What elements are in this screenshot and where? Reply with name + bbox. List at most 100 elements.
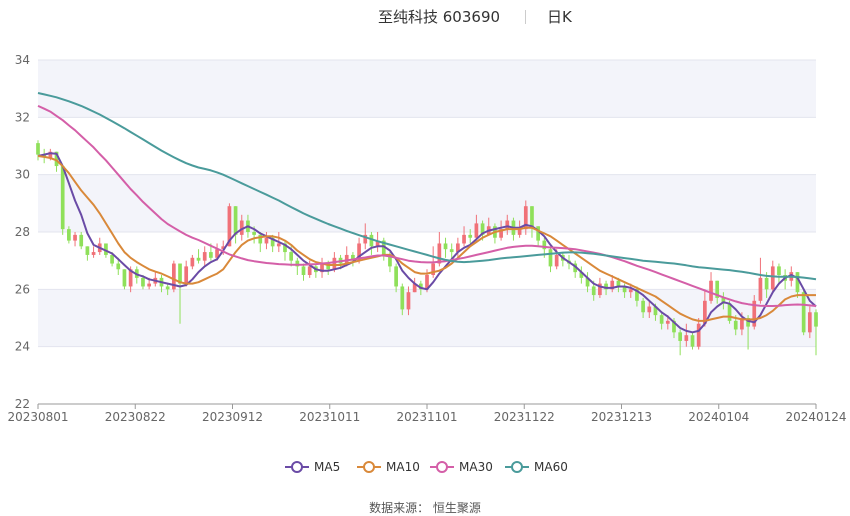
candle-down: [591, 286, 596, 296]
candle-up: [239, 220, 244, 235]
candle-up: [665, 320, 670, 324]
series-line-ma10: [37, 155, 816, 322]
candle-up: [709, 280, 713, 301]
candle-up: [628, 289, 633, 293]
candle-down: [54, 151, 59, 167]
y-tick-label: 34: [15, 53, 30, 67]
legend-label-ma5: MA5: [314, 460, 340, 474]
candle-up: [171, 263, 176, 290]
x-tick-label: 20231011: [299, 410, 360, 424]
candle-up: [758, 277, 763, 301]
grid-band: [38, 174, 816, 232]
candle-up: [276, 243, 281, 247]
candle-down: [283, 243, 287, 253]
candle-down: [351, 254, 355, 261]
candle-down: [573, 263, 578, 273]
x-tick-label: 20240124: [785, 410, 846, 424]
candle-up: [215, 249, 219, 258]
legend-marker-ma10: [363, 461, 375, 473]
candle-down: [672, 320, 676, 333]
candle-up: [91, 252, 96, 255]
candle-down: [635, 289, 639, 301]
candle-up: [499, 229, 503, 238]
candle-down: [270, 237, 275, 247]
candle-up: [406, 292, 411, 310]
candle-down: [443, 243, 448, 250]
candle-up: [221, 246, 226, 250]
candle-down: [548, 249, 553, 267]
x-tick-label: 20230801: [7, 410, 68, 424]
candle-down: [449, 249, 454, 253]
candle-down: [116, 263, 121, 270]
candle-up: [48, 151, 53, 158]
candle-down: [381, 240, 386, 255]
candle-up: [73, 234, 77, 241]
chart-header: 至纯科技 603690 日K: [0, 6, 850, 28]
candle-down: [530, 206, 534, 227]
candle-down: [795, 272, 800, 293]
candle-down: [209, 252, 213, 258]
candle-down: [196, 257, 201, 261]
chart-period: 日K: [547, 8, 572, 26]
candle-up: [431, 263, 436, 275]
candle-down: [233, 206, 238, 235]
candle-down: [715, 280, 720, 298]
candle-up: [474, 223, 479, 238]
candle-down: [764, 277, 769, 290]
candle-down: [258, 234, 263, 244]
candle-up: [610, 280, 615, 290]
candle-down: [622, 286, 627, 293]
candle-up: [598, 283, 602, 296]
candle-down: [542, 240, 547, 250]
candle-up: [456, 243, 460, 253]
candle-down: [67, 229, 71, 241]
candle-up: [684, 335, 689, 341]
candle-up: [363, 234, 368, 244]
candle-down: [653, 306, 658, 316]
chart-title: 至纯科技 603690: [378, 8, 501, 26]
candle-down: [801, 292, 806, 333]
x-tick-label: 20231213: [591, 410, 652, 424]
x-tick-label: 20240104: [688, 410, 749, 424]
candle-down: [579, 272, 584, 278]
candle-down: [301, 266, 306, 275]
candle-down: [394, 266, 398, 287]
candle-down: [814, 312, 818, 327]
candle-up: [344, 254, 349, 264]
candle-down: [721, 297, 726, 304]
candle-up: [227, 206, 232, 247]
candle-down: [659, 315, 664, 324]
candle-down: [727, 303, 732, 321]
candle-down: [480, 223, 485, 235]
candle-up: [425, 275, 429, 290]
candle-up: [647, 306, 652, 313]
candle-down: [616, 280, 621, 287]
candle-down: [641, 300, 645, 313]
x-tick-label: 20230912: [202, 410, 263, 424]
candle-up: [184, 266, 189, 284]
candle-up: [554, 254, 559, 267]
candle-down: [604, 283, 608, 290]
candle-down: [104, 243, 108, 255]
series-line-ma30: [37, 104, 817, 307]
candle-up: [147, 283, 151, 287]
candle-down: [777, 266, 781, 275]
y-tick-label: 24: [15, 340, 30, 354]
legend-marker-ma5: [291, 461, 303, 473]
candle-up: [202, 252, 207, 261]
candle-up: [375, 240, 380, 247]
candle-down: [252, 232, 256, 235]
y-tick-label: 30: [15, 168, 30, 182]
candle-up: [412, 283, 417, 293]
candle-up: [523, 206, 528, 230]
candle-down: [369, 234, 374, 247]
candle-up: [740, 318, 744, 330]
candle-up: [703, 300, 707, 324]
data-source: 数据来源： 恒生聚源: [369, 501, 481, 515]
legend-marker-ma30: [436, 461, 448, 473]
y-tick-label: 32: [15, 110, 30, 124]
legend-label-ma10: MA10: [386, 460, 420, 474]
x-tick-label: 20231122: [494, 410, 555, 424]
candle-up: [264, 237, 269, 244]
